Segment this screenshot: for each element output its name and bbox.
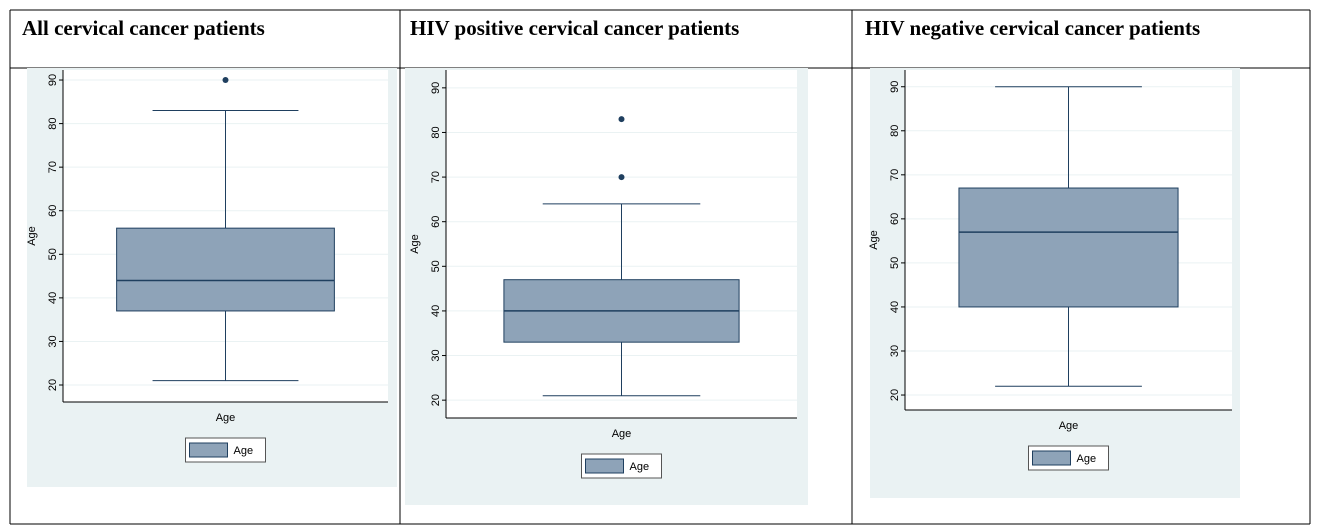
y-tick-label: 70 <box>430 171 442 183</box>
y-axis-label: Age <box>26 226 38 246</box>
outlier <box>618 174 625 181</box>
y-tick-label: 60 <box>47 205 59 217</box>
x-tick-label: Age <box>1059 420 1079 432</box>
legend-swatch <box>1032 450 1071 466</box>
legend-label: Age <box>630 461 650 473</box>
y-tick-label: 70 <box>889 169 901 181</box>
y-tick-label: 90 <box>47 74 59 86</box>
y-tick-label: 50 <box>47 248 59 260</box>
y-tick-label: 80 <box>430 126 442 138</box>
y-tick-label: 30 <box>47 335 59 347</box>
y-tick-label: 40 <box>430 305 442 317</box>
outlier <box>618 116 625 123</box>
y-tick-label: 70 <box>47 161 59 173</box>
x-tick-label: Age <box>612 428 632 440</box>
y-tick-label: 20 <box>430 394 442 406</box>
y-tick-label: 90 <box>889 81 901 93</box>
legend-label: Age <box>1077 453 1097 465</box>
y-tick-label: 40 <box>889 301 901 313</box>
column-header: HIV negative cervical cancer patients <box>865 16 1200 40</box>
y-tick-label: 90 <box>430 82 442 94</box>
y-tick-label: 50 <box>430 260 442 272</box>
y-tick-label: 40 <box>47 292 59 304</box>
y-tick-label: 80 <box>47 117 59 129</box>
y-tick-label: 30 <box>889 345 901 357</box>
y-tick-label: 30 <box>430 349 442 361</box>
y-tick-label: 60 <box>430 216 442 228</box>
y-tick-label: 20 <box>889 389 901 401</box>
y-axis-label: Age <box>409 234 421 254</box>
box <box>958 187 1179 308</box>
legend-swatch <box>585 458 624 474</box>
y-axis-label: Age <box>868 230 880 250</box>
legend-swatch <box>189 442 228 458</box>
x-tick-label: Age <box>216 412 236 424</box>
y-tick-label: 50 <box>889 257 901 269</box>
y-tick-label: 80 <box>889 125 901 137</box>
column-header: HIV positive cervical cancer patients <box>410 16 739 40</box>
legend-label: Age <box>234 445 254 457</box>
y-tick-label: 60 <box>889 213 901 225</box>
y-tick-label: 20 <box>47 379 59 391</box>
column-header: All cervical cancer patients <box>22 16 265 40</box>
box <box>116 227 335 312</box>
outlier <box>222 77 229 84</box>
